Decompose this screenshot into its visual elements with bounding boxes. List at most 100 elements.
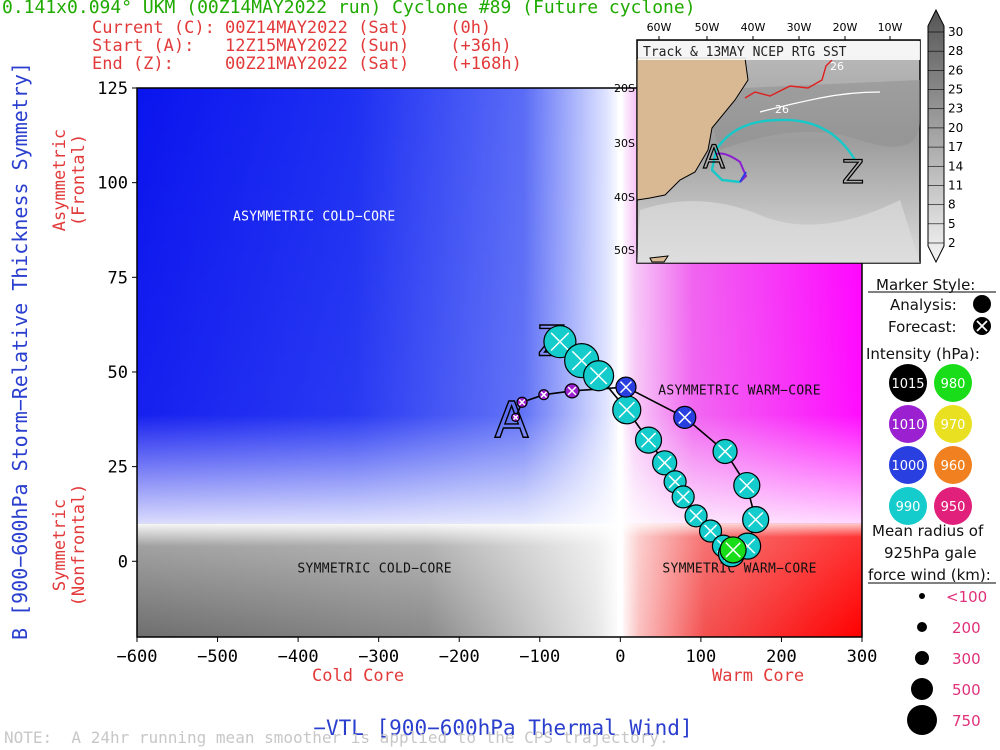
inset-colorbar-label: 28: [948, 44, 963, 58]
inset-lat-label: 30S: [614, 137, 635, 150]
inset-colorbar-label: 2: [948, 236, 956, 250]
start-time-label: Start (A): 12Z15MAY2022 (Sun) (+36h): [92, 36, 512, 56]
inset-colorbar-label: 26: [948, 63, 963, 77]
legend-radius-marker: [911, 678, 933, 700]
trajectory-point: [564, 383, 580, 399]
x-sub-cold-core-label: Cold Core: [312, 666, 405, 686]
trajectory-point: [733, 471, 761, 500]
legend-analysis-marker: [973, 295, 991, 313]
inset-sst-contour-white: [759, 91, 881, 113]
x-tick-label: 300: [847, 647, 878, 667]
legend-intensity-label: 950: [941, 500, 966, 515]
legend-intensity-swatch: [934, 405, 972, 443]
y-tick-label: 25: [108, 458, 128, 478]
inset-contour-label: 26: [775, 103, 789, 116]
inset-colorbar-label: 20: [948, 121, 963, 135]
legend-radius-marker: [917, 622, 927, 632]
zero-axis-glow: [617, 88, 624, 637]
inset-lon-label: 40W: [741, 21, 766, 34]
trajectory-point-cross-b: [618, 401, 636, 419]
trajectory-point: [612, 395, 642, 425]
y-tick-label: 0: [118, 552, 128, 572]
legend-intensity-label: 1015: [891, 377, 924, 392]
trajectory-point-cross-b: [640, 432, 657, 448]
trajectory-point: [652, 450, 678, 476]
y-tick-label: 125: [97, 79, 128, 99]
current-point: [719, 536, 747, 564]
x-axis-label-text: −VTL [900−600hPa Thermal Wind]: [313, 716, 693, 740]
trajectory-point-cross-b: [689, 509, 703, 523]
inset-colorbar-label: 25: [948, 83, 963, 97]
legend-intensity-label: 990: [896, 500, 921, 515]
legend-radius-750: 750: [952, 712, 981, 730]
x-tick-label: 0: [615, 647, 625, 667]
x-tick-label: −400: [278, 647, 319, 667]
legend-radius-200: 200: [952, 619, 981, 637]
inset-lon-label: 20W: [833, 21, 858, 34]
legend-radius-marker: [919, 593, 925, 599]
inset-colorbar-label: 5: [948, 217, 956, 231]
y-tick-label: 100: [97, 174, 128, 194]
trajectory-point: [516, 396, 528, 408]
x-tick-label: 200: [766, 647, 797, 667]
inset-lon-label: 30W: [787, 21, 812, 34]
inset-sst-contour: [744, 59, 833, 99]
legend-intensity-label: 1000: [891, 459, 924, 474]
legend-intensity-label: 960: [941, 459, 966, 474]
x-tick-label: −300: [358, 647, 399, 667]
trajectory-point-cross-b: [619, 381, 633, 394]
inset-track-forecast: [710, 118, 857, 184]
x-sub-warm-core-label: Warm Core: [712, 666, 805, 686]
trajectory-point-cross-b: [589, 366, 608, 385]
x-tick-label: −500: [197, 647, 238, 667]
trajectory-point-cross-b: [518, 398, 526, 406]
y-tick-label: 50: [108, 363, 128, 383]
inset-end-marker: Z: [842, 153, 864, 191]
trajectory-point-cross-b: [717, 444, 733, 459]
chart-title: 0.141x0.094° UKM (00Z14MAY2022 run) Cycl…: [2, 0, 696, 18]
trajectory-point-cross-b: [739, 477, 755, 494]
legend-intensity-swatch: [889, 446, 927, 484]
trajectory-point: [615, 376, 637, 398]
x-axis-label: −VTL [900−600hPa Thermal Wind]: [288, 692, 693, 740]
legend-intensity-swatch: [934, 364, 972, 402]
trajectory-point: [698, 519, 723, 543]
legend-intensity-label: 970: [941, 418, 966, 433]
y-tick-label: 75: [108, 268, 128, 288]
trajectory-point: [511, 412, 521, 422]
inset-lat-label: 40S: [614, 191, 635, 204]
x-tick-label: 100: [686, 647, 717, 667]
x-tick-label: −200: [439, 647, 480, 667]
inset-contour-label: 26: [830, 60, 844, 73]
legend-forecast-label: Forecast:: [888, 318, 957, 336]
trajectory-point-cross-b: [657, 455, 672, 470]
trajectory-point: [712, 438, 738, 465]
trajectory-point-cross-b: [512, 414, 519, 421]
legend-intensity-swatch: [889, 405, 927, 443]
legend-radius-marker: [907, 705, 937, 735]
x-tick-label: −100: [519, 647, 560, 667]
legend-radius-300: 300: [952, 650, 981, 668]
trajectory-point-cross-b: [571, 350, 592, 371]
trajectory-point-cross-b: [668, 475, 682, 489]
sym-cold-label: SYMMETRIC COLD−CORE: [297, 562, 451, 577]
trajectory-point: [684, 504, 708, 528]
x-tick-label: −600: [117, 647, 158, 667]
inset-lat-label: 50S: [614, 244, 635, 257]
trajectory-point: [634, 426, 663, 454]
smoothing-note: NOTE: A 24hr running mean smoother is ap…: [4, 728, 669, 747]
legend-radius-500: 500: [952, 681, 981, 699]
trajectory-point-cross-b: [747, 511, 764, 528]
legend-analysis-label: Analysis:: [890, 296, 957, 314]
trajectory-point-cross-b: [567, 386, 577, 396]
inset-colorbar-label: 8: [948, 198, 956, 212]
plot-frame: [136, 87, 863, 638]
inset-lon-label: 60W: [647, 21, 672, 34]
asym-warm-label: ASYMMETRIC WARM−CORE: [658, 384, 821, 399]
inset-colorbar-label: 23: [948, 102, 963, 116]
legend-radius-100: <100: [946, 588, 988, 606]
inset-cool-sst: [637, 200, 920, 263]
legend-radius-marker: [915, 651, 929, 665]
inset-land-islands: [649, 255, 670, 263]
